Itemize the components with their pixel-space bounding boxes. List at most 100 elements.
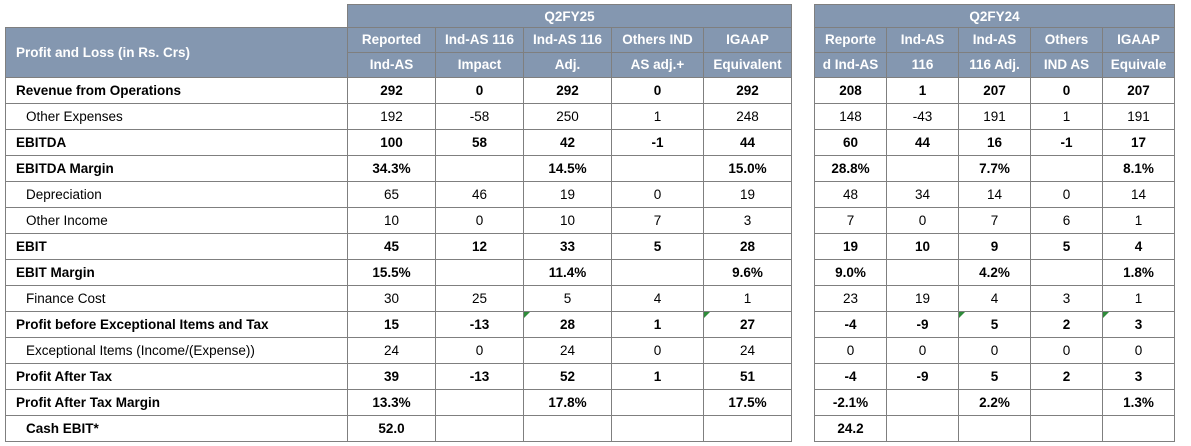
table-cell: 58 bbox=[435, 129, 524, 156]
table-row: 148 -43 191 1 191 bbox=[814, 103, 1175, 130]
table-cell bbox=[1030, 389, 1103, 416]
row-label: EBITDA Margin bbox=[5, 155, 348, 182]
table-cell: 46 bbox=[435, 181, 524, 208]
row-label: EBIT bbox=[5, 233, 348, 260]
table-cell: 44 bbox=[703, 129, 792, 156]
row-label: Other Expenses bbox=[5, 103, 348, 130]
row-label: Cash EBIT* bbox=[5, 415, 348, 442]
table-cell: 191 bbox=[1102, 103, 1175, 130]
table-cell: 10 bbox=[886, 233, 959, 260]
table-row: Exceptional Items (Income/(Expense)) 24 0 2… bbox=[5, 337, 792, 364]
table-cell bbox=[1102, 415, 1175, 442]
table-cell: 23 bbox=[814, 285, 887, 312]
table-cell: 1 bbox=[1102, 285, 1175, 312]
table-cell: 5 bbox=[958, 311, 1031, 338]
table-cell: 9.0% bbox=[814, 259, 887, 286]
table-row: Finance Cost 30 25 5 4 1 bbox=[5, 285, 792, 312]
table-cell: -1 bbox=[611, 129, 704, 156]
table-cell: 39 bbox=[347, 363, 436, 390]
blank-corner bbox=[5, 4, 348, 28]
table-cell: 14.5% bbox=[523, 155, 612, 182]
table-cell: 292 bbox=[703, 77, 792, 104]
col-header-line2: Equivalent bbox=[703, 52, 792, 78]
table-cell: 248 bbox=[703, 103, 792, 130]
table-cell: 16 bbox=[958, 129, 1031, 156]
table-row: EBIT Margin 15.5% 11.4% 9.6% bbox=[5, 259, 792, 286]
table-cell: 13.3% bbox=[347, 389, 436, 416]
table-cell: 250 bbox=[523, 103, 612, 130]
table-cell: 44 bbox=[886, 129, 959, 156]
row-label: Revenue from Operations bbox=[5, 77, 348, 104]
table-cell bbox=[523, 415, 612, 442]
table-cell: 0 bbox=[1030, 337, 1103, 364]
table-cell: 2 bbox=[1030, 311, 1103, 338]
table-cell: 60 bbox=[814, 129, 887, 156]
table-row: 24.2 bbox=[814, 415, 1175, 442]
table-row: EBITDA 100 58 42 -1 44 bbox=[5, 129, 792, 156]
table-cell: 25 bbox=[435, 285, 524, 312]
table-cell: 0 bbox=[886, 337, 959, 364]
table-cell: 34.3% bbox=[347, 155, 436, 182]
table-row: -4 -9 5 2 3 bbox=[814, 311, 1175, 338]
table-cell: 15.0% bbox=[703, 155, 792, 182]
table-cell: 1 bbox=[611, 363, 704, 390]
table-cell: 12 bbox=[435, 233, 524, 260]
table-row: Revenue from Operations 292 0 292 0 292 bbox=[5, 77, 792, 104]
table-cell: -4 bbox=[814, 363, 887, 390]
table-cell: 292 bbox=[523, 77, 612, 104]
table-cell: 28 bbox=[703, 233, 792, 260]
table-cell: 292 bbox=[347, 77, 436, 104]
table-cell: 65 bbox=[347, 181, 436, 208]
table-cell: 5 bbox=[1030, 233, 1103, 260]
table-cell bbox=[611, 415, 704, 442]
table-cell: 17.8% bbox=[523, 389, 612, 416]
col-header-line1: Reporte bbox=[814, 27, 887, 53]
table-cell: 0 bbox=[1030, 181, 1103, 208]
table-cell bbox=[886, 259, 959, 286]
table-cell: 33 bbox=[523, 233, 612, 260]
table-cell: 7 bbox=[814, 207, 887, 234]
table-cell: 0 bbox=[611, 181, 704, 208]
table-cell: 100 bbox=[347, 129, 436, 156]
table-cell: 7 bbox=[611, 207, 704, 234]
table-cell bbox=[611, 155, 704, 182]
table-cell: 17 bbox=[1102, 129, 1175, 156]
table-row: Profit before Exceptional Items and Tax 1… bbox=[5, 311, 792, 338]
table-cell bbox=[435, 389, 524, 416]
table-cell bbox=[435, 155, 524, 182]
table-row: 28.8% 7.7% 8.1% bbox=[814, 155, 1175, 182]
table-cell: 4 bbox=[958, 285, 1031, 312]
table-row: 208 1 207 0 207 bbox=[814, 77, 1175, 104]
table-cell: 6 bbox=[1030, 207, 1103, 234]
col-header-line2: 116 bbox=[886, 52, 959, 78]
table-row: -2.1% 2.2% 1.3% bbox=[814, 389, 1175, 416]
col-header-line1: Others bbox=[1030, 27, 1103, 53]
period-header-q2fy24: Q2FY24 bbox=[814, 4, 1175, 28]
table-cell bbox=[703, 415, 792, 442]
table-cell: 1 bbox=[886, 77, 959, 104]
col-header-line1: Ind-AS bbox=[958, 27, 1031, 53]
table-cell: -13 bbox=[435, 311, 524, 338]
table-cell: 0 bbox=[611, 337, 704, 364]
row-label: Depreciation bbox=[5, 181, 348, 208]
table-cell bbox=[886, 415, 959, 442]
table-row: Other Income 10 0 10 7 3 bbox=[5, 207, 792, 234]
table-cell: 9.6% bbox=[703, 259, 792, 286]
col-header-line2: Equivale bbox=[1102, 52, 1175, 78]
row-label: EBIT Margin bbox=[5, 259, 348, 286]
table-cell: 1 bbox=[1102, 207, 1175, 234]
table-cell: 19 bbox=[523, 181, 612, 208]
table-cell: 24 bbox=[523, 337, 612, 364]
table-cell: 0 bbox=[611, 77, 704, 104]
table-row: EBITDA Margin 34.3% 14.5% 15.0% bbox=[5, 155, 792, 182]
table-cell: 52 bbox=[523, 363, 612, 390]
table-cell: 0 bbox=[1030, 77, 1103, 104]
table-row: EBIT 45 12 33 5 28 bbox=[5, 233, 792, 260]
table-cell: 24 bbox=[347, 337, 436, 364]
table-cell: -43 bbox=[886, 103, 959, 130]
table-cell: 24.2 bbox=[814, 415, 887, 442]
table-cell: 1 bbox=[611, 103, 704, 130]
table-cell bbox=[1030, 415, 1103, 442]
table-cell: 24 bbox=[703, 337, 792, 364]
row-label: Finance Cost bbox=[5, 285, 348, 312]
